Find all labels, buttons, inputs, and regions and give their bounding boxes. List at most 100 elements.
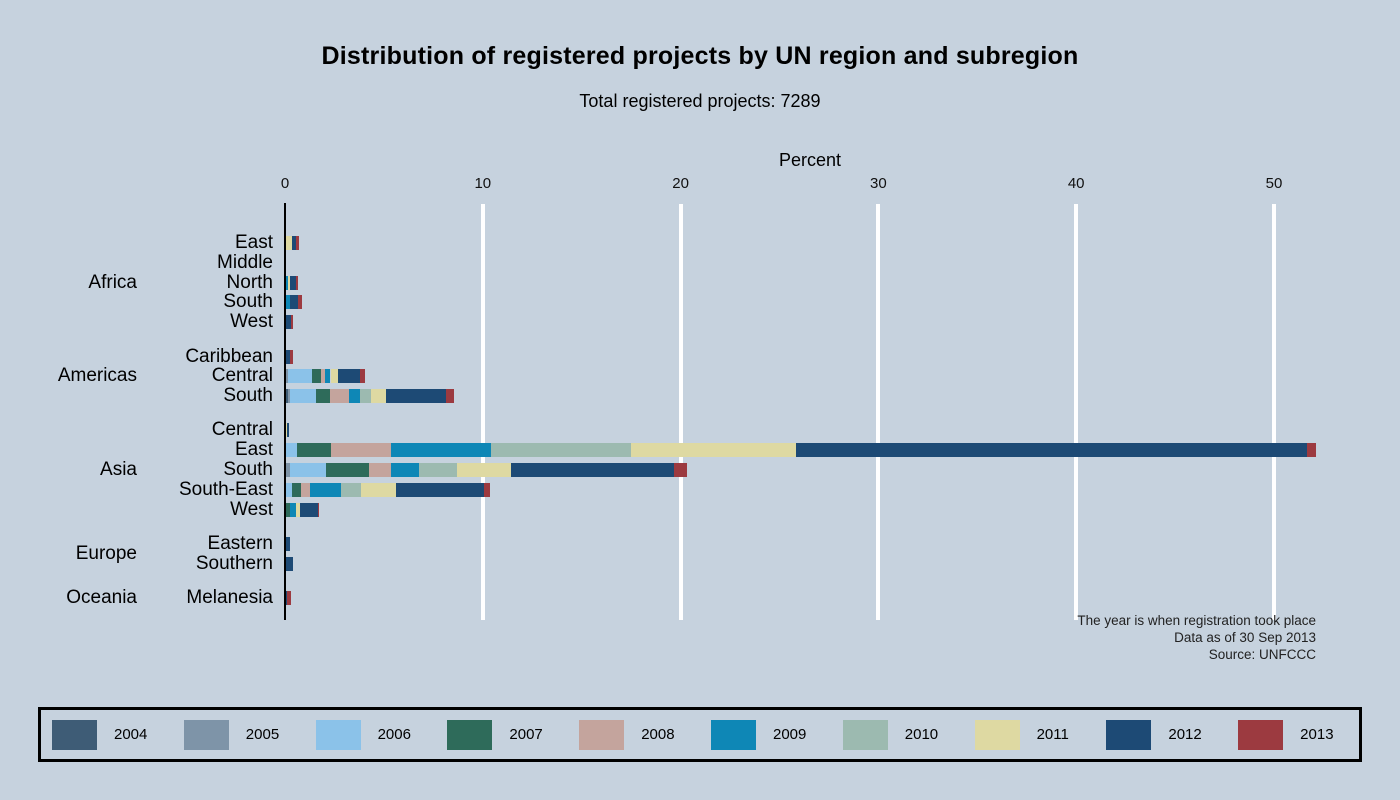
bar-segment bbox=[289, 389, 316, 404]
bar-segment bbox=[418, 463, 458, 477]
subregion-label: Melanesia bbox=[186, 587, 273, 608]
subregion-label: Central bbox=[211, 365, 273, 387]
bar-segment bbox=[395, 482, 484, 497]
bar-segment bbox=[289, 295, 298, 310]
bar-segment bbox=[289, 349, 293, 364]
region-label: Oceania bbox=[66, 587, 137, 608]
bar-segment bbox=[300, 482, 310, 497]
subregion-label: South bbox=[223, 385, 273, 407]
x-tick-label: 10 bbox=[474, 175, 492, 192]
bar-segment bbox=[289, 502, 296, 517]
legend-item: 2005 bbox=[173, 719, 305, 750]
bar-segment bbox=[390, 443, 491, 458]
bar-segment bbox=[511, 463, 674, 477]
legend-label: 2008 bbox=[641, 726, 675, 743]
subregion-label: South bbox=[223, 459, 273, 480]
bar-segment bbox=[371, 389, 386, 404]
bar-segment bbox=[291, 482, 301, 497]
legend-swatch bbox=[842, 719, 888, 750]
bar-segment bbox=[631, 443, 797, 458]
bar-segment bbox=[490, 443, 632, 458]
chart-subtitle: Total registered projects: 7289 bbox=[579, 91, 821, 111]
bar-segment bbox=[286, 275, 288, 290]
legend-swatch bbox=[974, 719, 1020, 750]
bar-segment bbox=[286, 556, 293, 571]
chart-title: Distribution of registered projects by U… bbox=[321, 42, 1079, 70]
bar-segment bbox=[296, 443, 332, 458]
legend-label: 2007 bbox=[509, 726, 543, 743]
bar-segment bbox=[390, 463, 419, 477]
bar-segment bbox=[325, 463, 370, 477]
region-label: Americas bbox=[57, 365, 137, 387]
legend-swatch bbox=[447, 719, 493, 750]
bar-segment bbox=[324, 369, 331, 384]
region-label: Africa bbox=[88, 271, 137, 293]
subregion-label: Caribbean bbox=[185, 345, 273, 367]
legend-item: 2008 bbox=[568, 719, 700, 750]
note-line: The year is when registration took place bbox=[1077, 613, 1316, 628]
legend-label: 2012 bbox=[1168, 726, 1202, 743]
legend-item: 2011 bbox=[964, 719, 1096, 750]
bar-segment bbox=[290, 315, 293, 330]
legend-item: 2009 bbox=[700, 719, 832, 750]
bar-segment bbox=[457, 463, 512, 477]
subregion-label: Southern bbox=[195, 552, 273, 574]
bar-segment bbox=[299, 502, 318, 517]
legend-swatch bbox=[579, 719, 625, 750]
bar-segment bbox=[289, 275, 296, 290]
bar-segment bbox=[311, 369, 321, 384]
legend-label: 2009 bbox=[772, 726, 807, 743]
legend-item: 2013 bbox=[1227, 719, 1359, 750]
bar-segment bbox=[286, 389, 288, 404]
legend-item: 2010 bbox=[832, 719, 964, 750]
bar-segment bbox=[286, 315, 291, 330]
bar-segment bbox=[361, 482, 396, 497]
legend-item: 2012 bbox=[1095, 719, 1227, 750]
bar-segment bbox=[286, 536, 290, 551]
bar-segment bbox=[295, 236, 299, 250]
legend-item: 2006 bbox=[305, 719, 437, 750]
bar-segment bbox=[286, 591, 291, 605]
bar-segment bbox=[331, 443, 391, 458]
bar-segment bbox=[287, 275, 290, 290]
legend-label: 2010 bbox=[904, 726, 939, 743]
subregion-label: South-East bbox=[179, 478, 273, 500]
gridline bbox=[1272, 204, 1276, 620]
bar-segment bbox=[309, 482, 342, 497]
x-tick-label: 50 bbox=[1265, 175, 1283, 192]
subregion-label: East bbox=[234, 439, 273, 461]
subregion-label: Middle bbox=[217, 251, 273, 273]
bar-segment bbox=[295, 275, 298, 290]
bar-segment bbox=[360, 389, 372, 404]
bar-segment bbox=[796, 443, 1307, 458]
gridline bbox=[678, 204, 683, 620]
bar-segment bbox=[295, 502, 300, 517]
bar-segment bbox=[286, 502, 290, 517]
legend: 2004 2005 2006 2007 2008 2009 2010 2011 2012 2013 bbox=[38, 707, 1362, 762]
legend-swatch bbox=[1106, 719, 1152, 750]
bar-segment bbox=[287, 389, 290, 404]
bar-segment bbox=[297, 295, 302, 310]
bar-segment bbox=[286, 349, 290, 364]
legend-swatch bbox=[710, 719, 756, 750]
x-tick-label: 30 bbox=[870, 175, 887, 192]
y-axis-line bbox=[284, 203, 286, 620]
region-label: Asia bbox=[100, 459, 137, 480]
bar-segment bbox=[286, 423, 287, 438]
x-axis-title: Percent bbox=[778, 150, 842, 170]
note-line: Data as of 30 Sep 2013 bbox=[1174, 630, 1316, 645]
bar-segment bbox=[320, 369, 325, 384]
subregion-label: West bbox=[230, 498, 273, 520]
region-label: Europe bbox=[75, 542, 137, 564]
bar-segment bbox=[360, 369, 366, 384]
legend-swatch bbox=[315, 719, 361, 750]
bar-segment bbox=[483, 482, 490, 497]
subregion-label: North bbox=[226, 271, 273, 293]
bar-segment bbox=[286, 295, 290, 310]
subregion-label: Eastern bbox=[207, 532, 273, 554]
x-tick-label: 40 bbox=[1067, 175, 1085, 192]
bar-segment bbox=[446, 389, 455, 404]
chart-notes: The year is when registration took place… bbox=[1077, 612, 1316, 663]
gridline bbox=[1074, 204, 1079, 620]
